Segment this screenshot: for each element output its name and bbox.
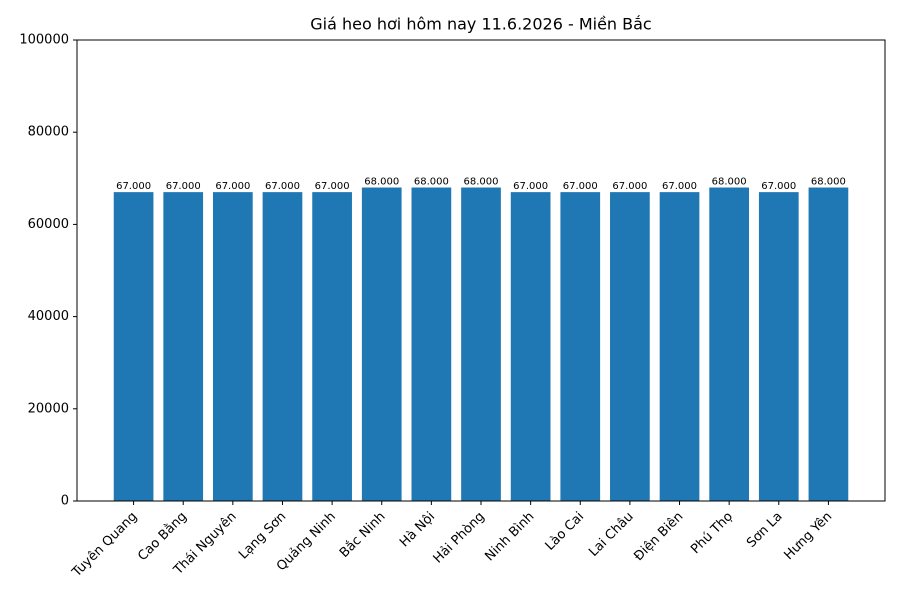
value-label: 67.000: [563, 181, 598, 192]
value-label: 68.000: [464, 177, 499, 188]
bar: [610, 192, 650, 501]
x-tick-label: Phú Thọ: [688, 509, 736, 557]
x-tick-label: Hưng Yên: [781, 509, 835, 563]
y-tick-label: 80000: [28, 125, 69, 140]
y-tick-label: 60000: [28, 217, 69, 232]
value-label: 67.000: [612, 181, 647, 192]
bar: [659, 192, 700, 501]
value-label: 68.000: [811, 177, 846, 188]
chart-title: Giá heo hơi hôm nay 11.6.2026 - Miền Bắc: [310, 15, 651, 34]
x-tick-label: Lạng Sơn: [236, 509, 289, 562]
value-label: 67.000: [215, 181, 250, 192]
value-label: 68.000: [712, 177, 747, 188]
x-tick-label: Lai Châu: [586, 509, 637, 560]
bar: [411, 187, 452, 501]
y-tick-label: 40000: [28, 309, 69, 324]
y-tick-label: 100000: [19, 33, 69, 48]
value-label: 67.000: [116, 181, 151, 192]
value-label: 67.000: [662, 181, 697, 192]
x-tick-label: Hải Phòng: [431, 509, 488, 566]
bar: [808, 187, 849, 501]
bar: [758, 192, 799, 501]
bar: [510, 192, 551, 501]
x-tick-label: Bắc Ninh: [337, 509, 389, 561]
value-label: 67.000: [315, 181, 350, 192]
value-label: 67.000: [761, 181, 796, 192]
value-label: 67.000: [513, 181, 548, 192]
plot-frame: [76, 39, 886, 502]
y-tick-label: 20000: [28, 401, 69, 416]
bar: [262, 192, 303, 501]
x-tick-label: Ninh Bình: [482, 509, 537, 564]
value-label: 67.000: [166, 181, 201, 192]
y-tick-label: 0: [61, 494, 69, 509]
bar: [163, 192, 204, 501]
bar: [461, 187, 501, 501]
bar: [113, 192, 154, 501]
value-label: 67.000: [265, 181, 300, 192]
x-tick-label: Tuyên Quang: [69, 509, 141, 581]
value-label: 68.000: [414, 177, 449, 188]
bar: [361, 187, 402, 501]
x-tick-label: Lào Cai: [543, 509, 588, 554]
bar: [709, 187, 750, 501]
x-tick-label: Điện Biên: [631, 509, 686, 564]
x-tick-label: Hà Nội: [397, 509, 438, 550]
bar: [560, 192, 601, 501]
x-tick-label: Sơn La: [744, 509, 786, 551]
bar: [312, 192, 352, 501]
bar: [212, 192, 253, 501]
value-label: 68.000: [364, 177, 399, 188]
